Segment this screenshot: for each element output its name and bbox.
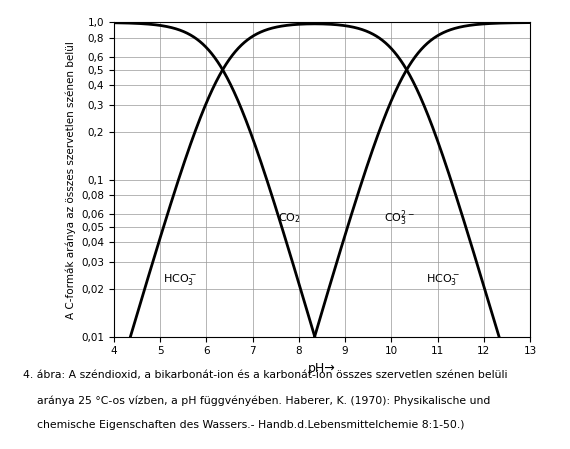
Text: chemische Eigenschaften des Wassers.- Handb.d.Lebensmittelchemie 8:1-50.): chemische Eigenschaften des Wassers.- Ha… bbox=[23, 420, 465, 430]
Text: $\mathrm{CO_2}$: $\mathrm{CO_2}$ bbox=[278, 211, 301, 225]
Text: $\mathrm{HCO_3^-}$: $\mathrm{HCO_3^-}$ bbox=[162, 273, 197, 287]
Text: $\mathrm{HCO_3^-}$: $\mathrm{HCO_3^-}$ bbox=[426, 273, 460, 287]
Text: aránya 25 °C-os vízben, a pH függvényében. Haberer, K. (1970): Physikalische und: aránya 25 °C-os vízben, a pH függvényébe… bbox=[23, 395, 490, 405]
X-axis label: pH→: pH→ bbox=[308, 362, 336, 375]
Text: 4. ábra: A széndioxid, a bikarbonát-ion és a karbonát-ion összes szervetlen szén: 4. ábra: A széndioxid, a bikarbonát-ion … bbox=[23, 370, 507, 380]
Text: $\mathrm{CO_3^{2-}}$: $\mathrm{CO_3^{2-}}$ bbox=[384, 208, 415, 228]
Y-axis label: A C-formák aránya az összes szervetlen szénen belül: A C-formák aránya az összes szervetlen s… bbox=[65, 41, 76, 318]
